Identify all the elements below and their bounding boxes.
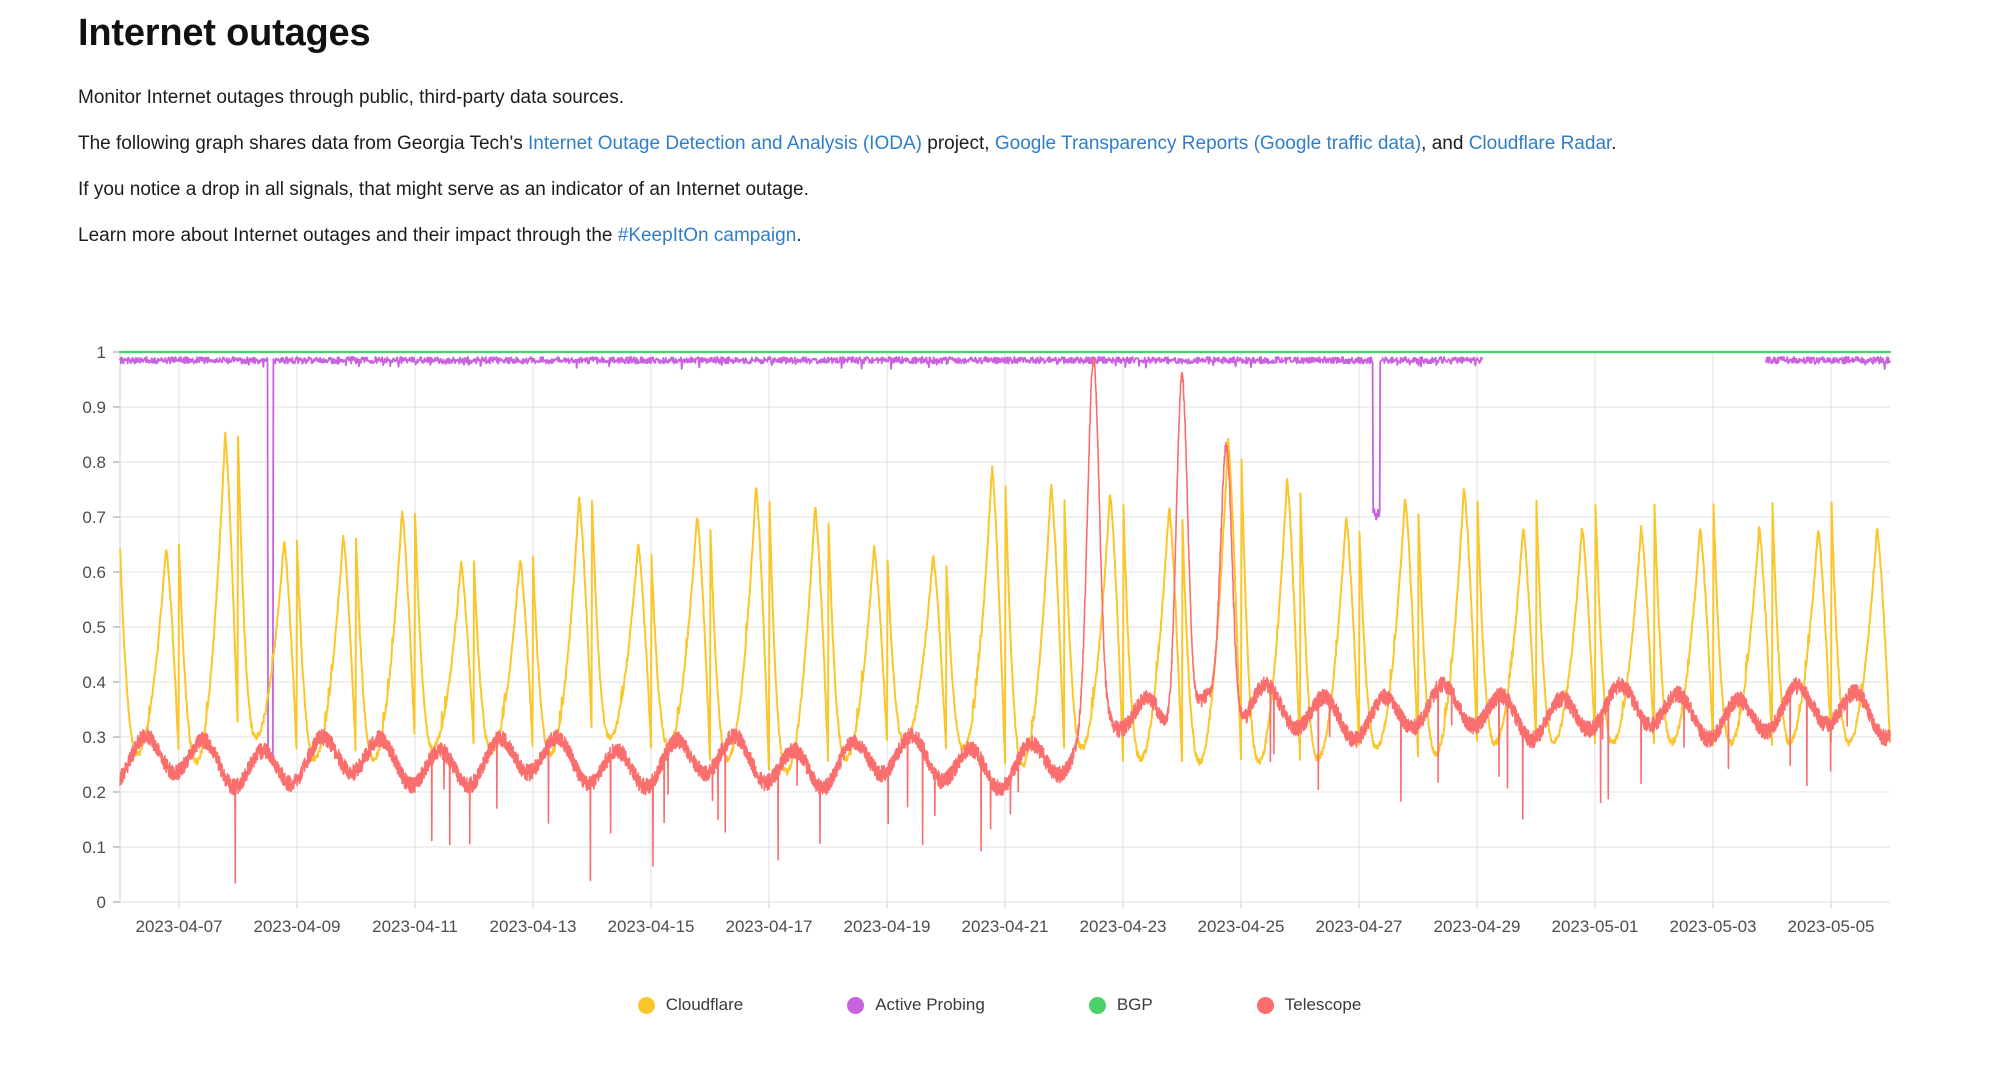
legend-swatch-telescope-icon (1256, 996, 1274, 1014)
legend-item-bgp[interactable]: BGP (1088, 995, 1153, 1015)
x-axis-label-2023-04-29: 2023-04-29 (1434, 917, 1521, 936)
x-axis-label-2023-04-21: 2023-04-21 (962, 917, 1049, 936)
page-title: Internet outages (78, 12, 371, 54)
internet-outages-chart[interactable]: 0 0.1 0.2 0.3 0.4 0.5 0.6 0.7 0.8 0.9 1 2023-04-07 2… (0, 300, 1999, 1060)
intro-line-2-mid-1: project, (921, 133, 995, 154)
chart-legend: Cloudflare Active Probing BGP Telescope (0, 995, 1999, 1015)
y-axis-label-0.8: 0.8 (82, 453, 106, 472)
intro-line-2-suffix: . (1611, 133, 1617, 154)
y-axis-label-0.7: 0.7 (82, 508, 106, 527)
x-axis-label-2023-04-17: 2023-04-17 (726, 917, 813, 936)
legend-item-active_probing[interactable]: Active Probing (847, 995, 985, 1015)
y-axis-label-1: 1 (97, 343, 106, 362)
series-line-telescope[interactable] (119, 356, 1891, 884)
intro-line-2-prefix: The following graph shares data from Geo… (78, 133, 529, 154)
y-axis-label-0.5: 0.5 (82, 618, 106, 637)
legend-swatch-active_probing-icon (847, 996, 865, 1014)
y-axis-label-0: 0 (97, 893, 106, 912)
x-axis-label-2023-04-11: 2023-04-11 (372, 917, 458, 936)
x-axis-label-2023-04-07: 2023-04-07 (136, 917, 223, 936)
legend-swatch-bgp-icon (1088, 996, 1106, 1014)
x-axis-label-2023-04-13: 2023-04-13 (490, 917, 577, 936)
y-axis-label-0.3: 0.3 (82, 728, 106, 747)
x-axis-label-2023-05-05: 2023-05-05 (1788, 917, 1875, 936)
legend-item-telescope[interactable]: Telescope (1256, 995, 1362, 1015)
intro-paragraph-3: If you notice a drop in all signals, tha… (78, 178, 1938, 202)
legend-label-bgp: BGP (1116, 995, 1153, 1014)
intro-line-1: Monitor Internet outages through public,… (78, 87, 625, 108)
intro-text-block: Monitor Internet outages through public,… (78, 86, 1938, 270)
legend-swatch-cloudflare-icon (637, 996, 655, 1014)
series-line-active-probing[interactable] (1765, 356, 1891, 370)
legend-label-cloudflare: Cloudflare (665, 995, 744, 1014)
link-ioda[interactable]: Internet Outage Detection and Analysis (… (528, 133, 922, 154)
intro-paragraph-1: Monitor Internet outages through public,… (78, 86, 1938, 110)
y-axis-label-0.6: 0.6 (82, 563, 106, 582)
series-line-active-probing[interactable] (119, 356, 1484, 762)
intro-line-2-mid-2: , and (1421, 133, 1469, 154)
series-line-cloudflare[interactable] (119, 431, 1891, 776)
x-axis-label-2023-04-27: 2023-04-27 (1316, 917, 1403, 936)
intro-paragraph-2: The following graph shares data from Geo… (78, 132, 1938, 156)
intro-line-4-suffix: . (796, 225, 802, 246)
link-google-transparency-reports[interactable]: Google Transparency Reports (Google traf… (994, 133, 1422, 154)
x-axis-label-2023-04-15: 2023-04-15 (608, 917, 695, 936)
x-axis-label-2023-05-03: 2023-05-03 (1670, 917, 1757, 936)
y-axis-label-0.4: 0.4 (82, 673, 106, 692)
y-axis-label-0.1: 0.1 (82, 838, 106, 857)
x-axis-label-2023-04-19: 2023-04-19 (844, 917, 931, 936)
legend-label-active_probing: Active Probing (875, 995, 985, 1014)
link-keepiton-campaign[interactable]: #KeepItOn campaign (617, 225, 797, 246)
y-axis-label-0.9: 0.9 (82, 398, 106, 417)
x-axis-label-2023-04-25: 2023-04-25 (1198, 917, 1285, 936)
chart-svg[interactable]: 0 0.1 0.2 0.3 0.4 0.5 0.6 0.7 0.8 0.9 1 2023-04-07 2… (0, 300, 1999, 1000)
link-cloudflare-radar[interactable]: Cloudflare Radar (1468, 133, 1612, 154)
chart-series-group (118, 350, 1892, 884)
legend-label-telescope: Telescope (1284, 995, 1362, 1014)
intro-line-4-prefix: Learn more about Internet outages and th… (78, 225, 618, 246)
x-axis-label-2023-04-09: 2023-04-09 (254, 917, 341, 936)
chart-axes: 0 0.1 0.2 0.3 0.4 0.5 0.6 0.7 0.8 0.9 1 2023-04-07 2… (82, 343, 1874, 936)
legend-item-cloudflare[interactable]: Cloudflare (637, 995, 744, 1015)
intro-line-3: If you notice a drop in all signals, tha… (78, 179, 809, 200)
intro-paragraph-4: Learn more about Internet outages and th… (78, 224, 1938, 248)
x-axis-label-2023-04-23: 2023-04-23 (1080, 917, 1167, 936)
x-axis-label-2023-05-01: 2023-05-01 (1552, 917, 1639, 936)
y-axis-label-0.2: 0.2 (82, 783, 106, 802)
